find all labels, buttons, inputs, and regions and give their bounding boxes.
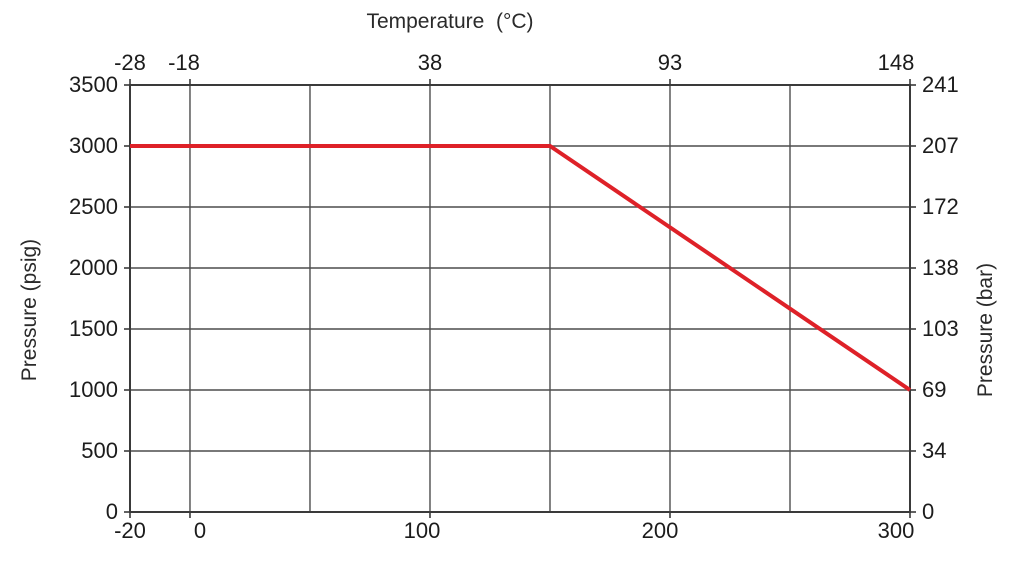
right-tick-label: 207	[922, 133, 959, 158]
bottom-tick-label: 300	[877, 518, 915, 543]
right-tick-label: 138	[922, 255, 959, 280]
right-tick-label: 103	[922, 316, 959, 341]
left-tick-label: 2000	[69, 255, 118, 280]
top-tick-label: -18	[168, 50, 200, 75]
bottom-tick-label: 200	[641, 518, 679, 543]
top-axis-title: Temperature (°C)	[366, 10, 534, 33]
left-tick-label: 500	[81, 438, 118, 463]
top-tick-label: 148	[877, 50, 915, 75]
bottom-tick-label: 0	[193, 518, 207, 543]
right-tick-label: 241	[922, 72, 959, 97]
bottom-tick-label: 100	[403, 518, 441, 543]
right-tick-label: 34	[922, 438, 947, 463]
plot-border	[129, 84, 911, 513]
left-tick-label: 0	[105, 499, 118, 524]
bottom-tick-label: -20	[114, 518, 146, 543]
left-tick-label: 3500	[69, 72, 118, 97]
right-tick-label: 69	[922, 377, 947, 402]
left-tick-label: 2500	[69, 194, 118, 219]
left-tick-label: 1500	[69, 316, 118, 341]
top-tick-label: 93	[657, 50, 683, 75]
series-maximum-rated-pressure	[130, 144, 912, 392]
left-tick-label: 1000	[69, 377, 118, 402]
right-tick-label: 172	[922, 194, 959, 219]
top-tick-label: 38	[417, 50, 443, 75]
top-tick-label: -28	[114, 50, 146, 75]
right-tick-label: 0	[922, 499, 935, 524]
left-tick-label: 3000	[69, 133, 118, 158]
